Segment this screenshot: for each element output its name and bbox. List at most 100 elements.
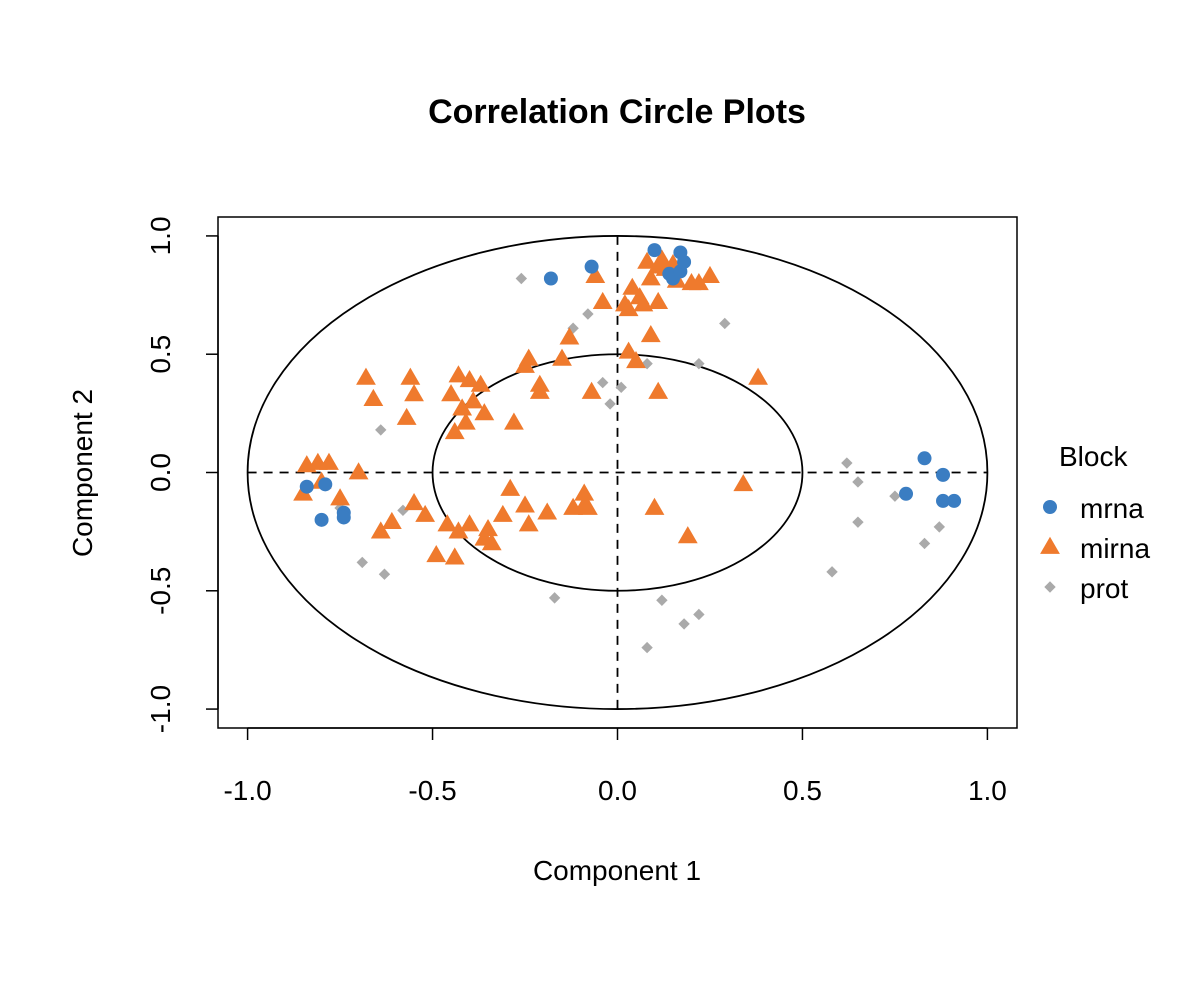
data-point-prot: [515, 272, 528, 285]
data-point-mirna: [618, 299, 639, 317]
data-point-mrna: [299, 479, 314, 494]
data-point-prot: [641, 357, 653, 370]
data-point-mirna: [404, 384, 424, 402]
data-point-prot: [719, 317, 731, 330]
y-tick-label: -0.5: [145, 567, 176, 615]
data-point-prot: [693, 608, 705, 621]
data-point-mirna: [396, 407, 417, 425]
data-point-mrna: [314, 512, 329, 527]
data-point-mirna: [415, 504, 436, 522]
data-point-prot: [378, 568, 391, 580]
data-point-prot: [933, 521, 946, 533]
data-point-mrna: [936, 467, 951, 482]
data-point-prot: [604, 398, 616, 410]
x-tick-label: 0.0: [598, 775, 637, 806]
legend-title: Block: [1059, 441, 1128, 472]
data-point-prot: [841, 457, 853, 469]
data-point-prot: [548, 592, 561, 604]
legend-label-mrna: mrna: [1080, 493, 1144, 524]
data-point-mirna: [444, 422, 465, 440]
data-point-mirna: [537, 502, 558, 520]
data-point-prot: [889, 490, 901, 502]
data-point-mirna: [463, 391, 484, 409]
data-point-mirna: [574, 483, 595, 501]
x-tick-label: -1.0: [223, 775, 271, 806]
data-point-mrna: [947, 493, 962, 508]
data-point-mirna: [640, 268, 661, 286]
data-point-mirna: [515, 495, 535, 513]
data-point-mirna: [448, 365, 469, 383]
data-point-mirna: [637, 251, 657, 269]
data-point-prot: [918, 537, 931, 550]
legend-label-prot: prot: [1080, 573, 1128, 604]
data-point-mirna: [441, 384, 461, 402]
legend: Block mrna mirna prot: [1040, 441, 1150, 604]
data-point-prot: [693, 357, 705, 370]
data-point-mirna: [518, 514, 539, 532]
data-point-mrna: [584, 259, 599, 274]
data-point-mirna: [363, 388, 384, 407]
x-axis-label: Component 1: [533, 855, 701, 886]
data-point-prot: [582, 308, 594, 320]
data-point-mrna: [543, 271, 558, 286]
data-point-mirna: [481, 533, 502, 551]
legend-marker-mrna: [1043, 500, 1057, 514]
data-point-prot: [656, 594, 668, 606]
data-point-mirna: [452, 398, 473, 416]
data-point-mirna: [444, 547, 465, 565]
data-point-mirna: [356, 367, 376, 385]
plot-area: -1.0 -0.5 0.0 0.5 1.0 -1.0 -0.5 0.0 0.5 1.0: [145, 216, 1018, 806]
data-point-mirna: [585, 265, 606, 283]
data-point-mirna: [633, 294, 654, 312]
data-point-mirna: [688, 272, 709, 291]
data-point-mirna: [330, 488, 350, 506]
data-point-mirna: [500, 478, 521, 496]
data-point-mrna: [677, 254, 692, 269]
data-point-mirna: [404, 492, 424, 511]
data-point-mirna: [459, 514, 480, 532]
data-point-mrna: [899, 486, 914, 501]
data-point-mirna: [381, 511, 402, 530]
data-point-mirna: [748, 367, 768, 385]
data-point-mirna: [518, 348, 539, 366]
data-point-mirna: [492, 504, 513, 522]
x-tick-label: -0.5: [408, 775, 456, 806]
data-point-mirna: [504, 412, 524, 430]
data-point-mirna: [370, 521, 391, 539]
data-point-mirna: [426, 545, 447, 563]
data-point-mrna: [318, 477, 333, 492]
data-point-mirna: [648, 381, 669, 399]
data-point-mirna: [470, 374, 491, 392]
data-point-mirna: [478, 519, 498, 537]
data-point-mrna: [936, 493, 951, 508]
data-point-mirna: [400, 367, 421, 385]
data-point-mirna: [592, 291, 613, 310]
y-tick-label: -1.0: [145, 685, 176, 733]
legend-label-mirna: mirna: [1080, 533, 1150, 564]
data-point-mirna: [578, 497, 598, 515]
legend-marker-prot: [1044, 581, 1056, 593]
data-point-prot: [375, 424, 387, 436]
data-point-prot: [852, 476, 864, 488]
x-tick-label: 1.0: [968, 775, 1007, 806]
x-tick-label: 0.5: [783, 775, 822, 806]
data-point-mirna: [626, 351, 646, 369]
data-point-prot: [356, 556, 368, 569]
data-point-mirna: [459, 369, 480, 388]
y-tick-label: 1.0: [145, 216, 176, 255]
data-point-mirna: [552, 348, 572, 366]
data-point-mirna: [319, 452, 339, 470]
y-axis-label: Component 2: [67, 389, 98, 557]
data-point-mirna: [437, 514, 458, 532]
legend-marker-mirna: [1040, 536, 1060, 554]
data-point-mirna: [581, 381, 602, 399]
data-point-mirna: [622, 277, 643, 295]
data-point-mirna: [529, 381, 550, 399]
data-point-mirna: [733, 474, 754, 492]
data-point-prot: [826, 566, 838, 578]
y-tick-label: 0.0: [145, 453, 176, 492]
data-point-mrna: [336, 510, 351, 525]
data-point-mrna: [917, 451, 932, 466]
